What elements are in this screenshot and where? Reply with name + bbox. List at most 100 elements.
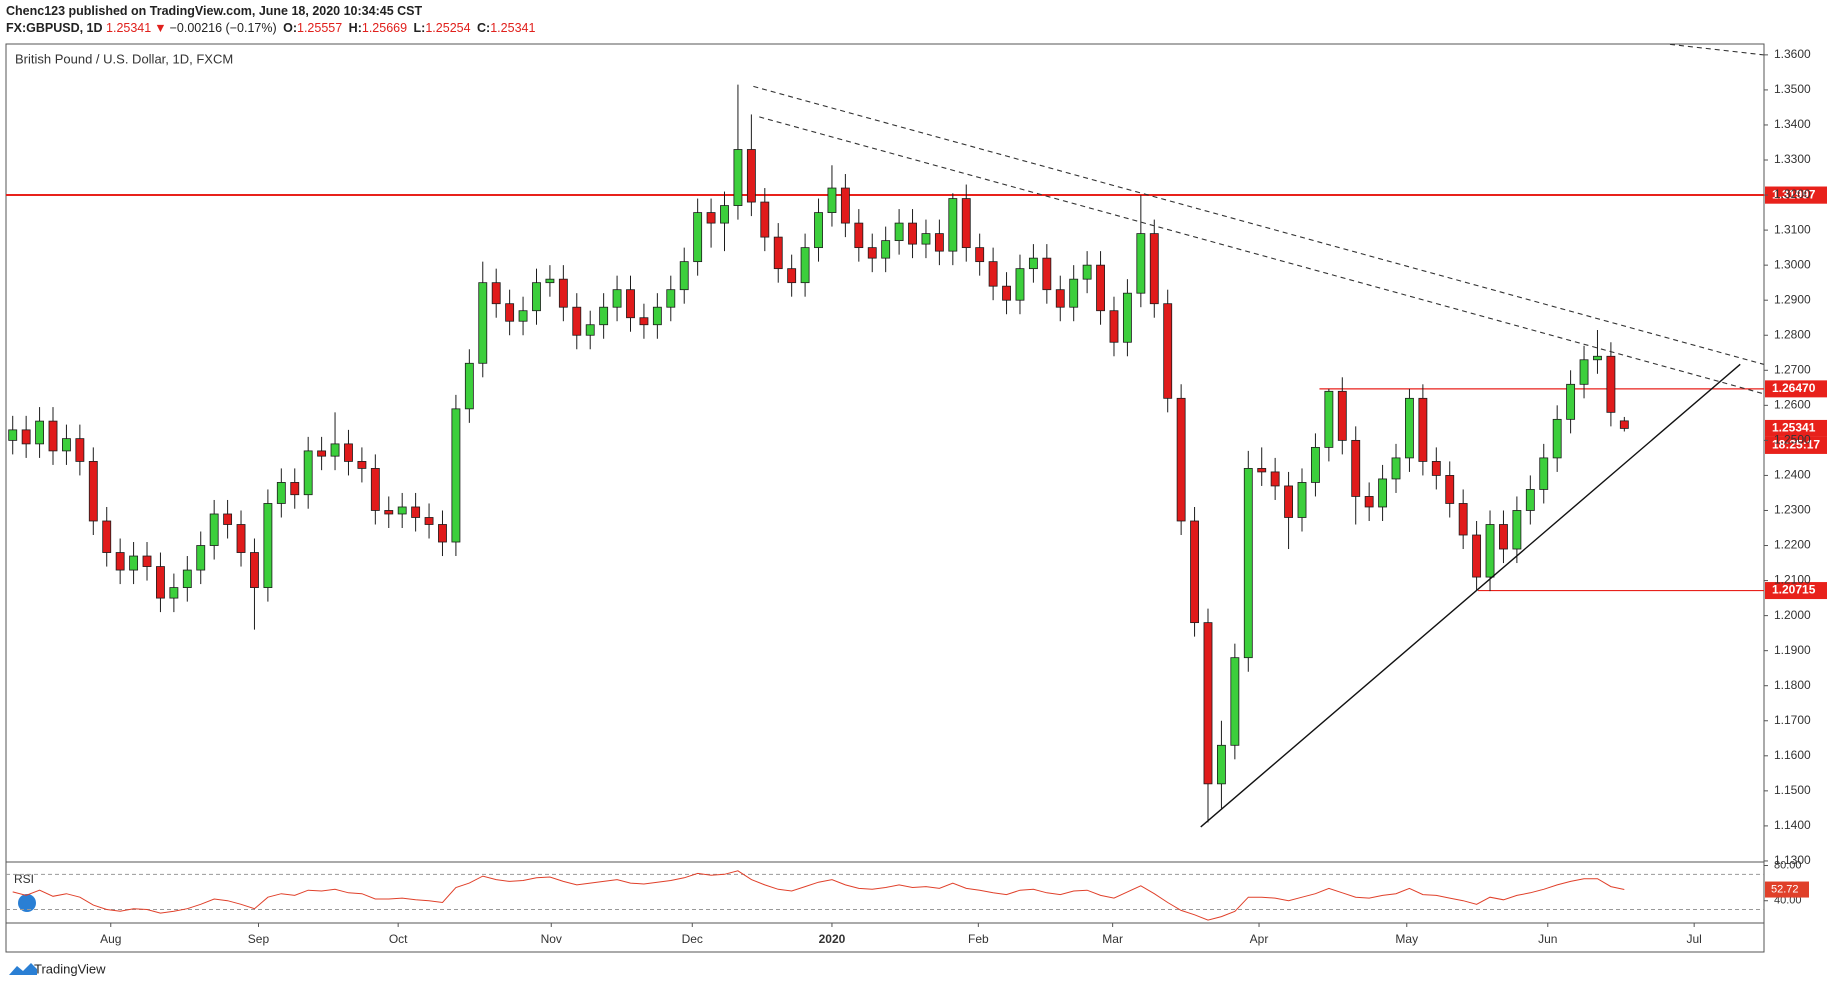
- trend-line: [753, 85, 1764, 365]
- y-tick-label: 1.2700: [1774, 362, 1811, 376]
- candle-body: [1122, 292, 1132, 343]
- candle-body: [518, 310, 528, 322]
- candle-body: [773, 236, 783, 270]
- candle-body: [115, 552, 125, 571]
- candle-body: [21, 429, 31, 445]
- candle-body: [1096, 264, 1105, 312]
- candle-body: [881, 240, 891, 259]
- main-pane: [6, 44, 1764, 828]
- publisher: Chenc123 published on TradingView.com, J…: [6, 4, 423, 18]
- low-value: 1.25254: [425, 21, 471, 35]
- candle-body: [1364, 496, 1374, 508]
- candle-body: [934, 233, 944, 252]
- chart-frame: [5, 43, 1765, 953]
- rsi-value: 52.72: [1771, 883, 1799, 895]
- candle-body: [1499, 524, 1508, 550]
- candle-body: [35, 420, 45, 445]
- candle-body: [317, 450, 327, 457]
- y-tick-label: 1.1900: [1774, 643, 1811, 657]
- chart-title: British Pound / U.S. Dollar, 1D, FXCM: [15, 51, 233, 66]
- candle-body: [75, 438, 85, 462]
- candle-body: [1458, 503, 1468, 536]
- y-tick-label: 1.3000: [1774, 257, 1811, 271]
- y-tick-label: 1.3200: [1774, 187, 1811, 201]
- candle-body: [626, 289, 635, 319]
- candle-body: [1297, 482, 1307, 518]
- y-tick-label: 1.2300: [1774, 503, 1811, 517]
- candle-body: [1055, 289, 1065, 308]
- candle-body: [142, 555, 152, 567]
- brand: TradingView: [34, 961, 106, 976]
- change-arrow: ▼: [154, 21, 167, 35]
- overlay: 1.320001.319971.264701.207151.2534118:25…: [1765, 186, 1827, 600]
- high-value: 1.25669: [361, 21, 408, 35]
- last-price-label-box: [1765, 419, 1827, 437]
- candle-body: [1163, 303, 1173, 399]
- candle-body: [1136, 233, 1146, 294]
- candle-body: [491, 282, 501, 305]
- y-tick-label: 1.3100: [1774, 222, 1811, 236]
- candle-body: [854, 222, 864, 249]
- candle-body: [1391, 457, 1401, 480]
- level-label: 1.20715: [1772, 583, 1816, 597]
- candle-body: [1593, 355, 1602, 361]
- y-tick-label: 1.1500: [1774, 783, 1811, 797]
- candle-body: [62, 438, 71, 452]
- candle-body: [1069, 278, 1079, 308]
- brand-logo: [9, 963, 37, 975]
- x-tick-label: Feb: [968, 932, 989, 946]
- candle-body: [1485, 524, 1495, 578]
- candle-body: [48, 420, 58, 452]
- level-label: 1.26470: [1772, 381, 1816, 395]
- candle-body: [1552, 418, 1562, 459]
- candle-body: [1431, 461, 1441, 476]
- candle-body: [1002, 285, 1011, 301]
- level-label-box: [1765, 186, 1827, 204]
- y-tick-label: 1.2000: [1774, 608, 1811, 622]
- candle-body: [975, 247, 985, 263]
- quote-line: FX:GBPUSD, 1D 1.25341 ▼ −0.00216 (−0.17%) …: [6, 20, 538, 37]
- candle-body: [169, 587, 179, 599]
- candle-body: [558, 278, 568, 308]
- candle-body: [88, 461, 98, 522]
- candle-body: [1311, 446, 1320, 483]
- candle-body: [1028, 257, 1038, 270]
- rsi-tick-label: 80.00: [1774, 859, 1802, 871]
- rsi-line: [12, 870, 1625, 921]
- candle-body: [679, 261, 689, 291]
- candle-body: [1203, 622, 1213, 785]
- x-tick-label: Nov: [541, 932, 562, 946]
- x-tick-label: May: [1395, 932, 1418, 946]
- candle-body: [599, 306, 609, 326]
- candle-body: [908, 222, 917, 245]
- candle-body: [1445, 475, 1455, 504]
- candle-body: [1230, 657, 1240, 746]
- candle-body: [760, 201, 770, 238]
- candle-body: [424, 517, 434, 525]
- candle-body: [867, 247, 877, 259]
- candle-body: [451, 408, 461, 543]
- level-label-box: [1765, 380, 1827, 398]
- y-tick-label: 1.2600: [1774, 398, 1811, 412]
- candle-body: [505, 303, 515, 322]
- candle-body: [988, 261, 998, 287]
- candle-body: [652, 306, 662, 326]
- candle-body: [1405, 397, 1414, 459]
- x-tick-label: Jun: [1538, 932, 1557, 946]
- candle-body: [1525, 489, 1535, 511]
- candle-body: [746, 149, 756, 203]
- candle-body: [814, 212, 823, 249]
- candle-body: [438, 524, 447, 543]
- level-label-box: [1765, 582, 1827, 600]
- candle-body: [276, 482, 286, 504]
- candle-body: [129, 555, 139, 571]
- candle-body: [1337, 390, 1347, 441]
- change: −0.00216 (−0.17%): [169, 21, 277, 35]
- y-tick-label: 1.2800: [1774, 327, 1811, 341]
- candle-body: [156, 566, 165, 599]
- candle-body: [263, 503, 273, 588]
- x-tick-label: Jul: [1686, 932, 1701, 946]
- candle-body: [827, 187, 837, 213]
- candle-body: [948, 198, 958, 252]
